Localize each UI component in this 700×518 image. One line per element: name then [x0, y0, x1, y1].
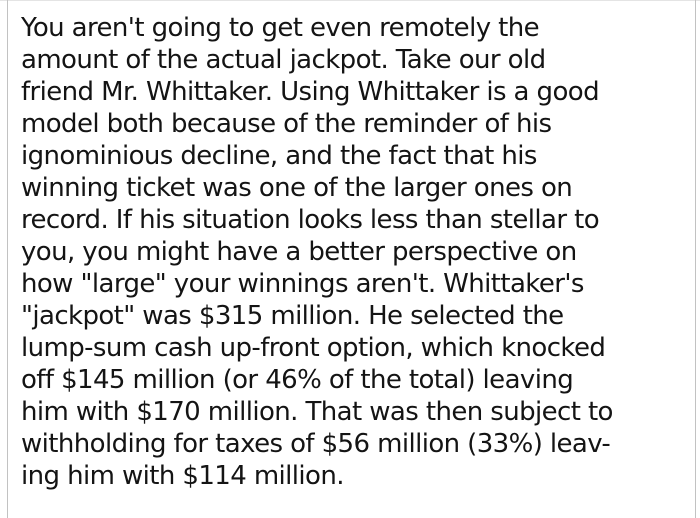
text-line: model both because of the reminder of hi… — [21, 109, 552, 139]
text-line: withholding for taxes of $56 million (33… — [21, 429, 611, 459]
text-line: ignominious decline, and the fact that h… — [21, 141, 537, 171]
text-line: off $145 million (or 46% of the total) l… — [21, 365, 574, 395]
text-line: amount of the actual jackpot. Take our o… — [21, 45, 546, 75]
text-line: how "large" your winnings aren't. Whitta… — [21, 269, 584, 299]
text-line: record. If his situation looks less than… — [21, 205, 600, 235]
text-line: winning ticket was one of the larger one… — [21, 173, 573, 203]
text-line: ing him with $114 million. — [21, 461, 345, 491]
text-line: friend Mr. Whittaker. Using Whittaker is… — [21, 77, 600, 107]
panel-border-top — [0, 0, 700, 1]
text-line: You aren't going to get even remotely th… — [21, 13, 540, 43]
text-line: him with $170 million. That was then sub… — [21, 397, 613, 427]
paragraph-text: You aren't going to get even remotely th… — [21, 12, 693, 492]
text-line: you, you might have a better perspective… — [21, 237, 577, 267]
panel-border-left — [7, 0, 8, 518]
panel-border-right — [695, 0, 696, 518]
text-line: "jackpot" was $315 million. He selected … — [21, 301, 564, 331]
text-line: lump-sum cash up-front option, which kno… — [21, 333, 606, 363]
